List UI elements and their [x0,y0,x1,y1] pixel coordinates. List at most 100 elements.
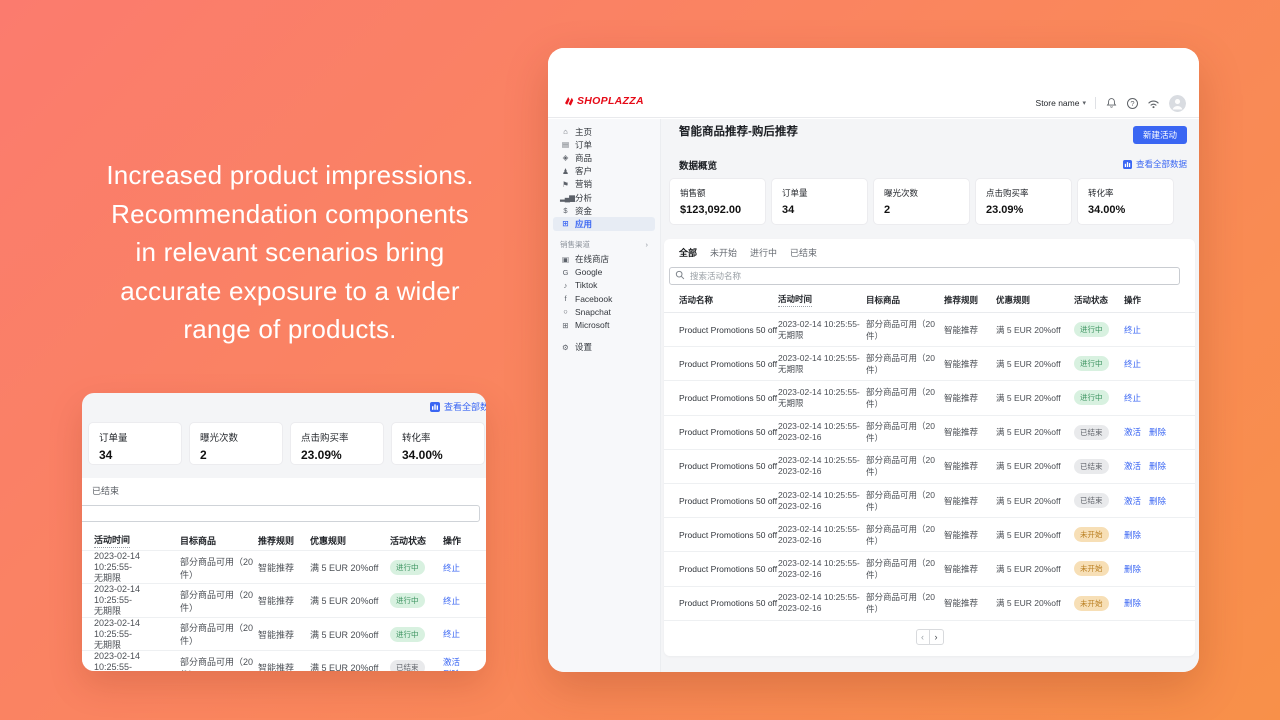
target-products: 部分商品可用（20件） [866,421,935,444]
store-name-dropdown[interactable]: Store name ▾ [1036,98,1086,108]
campaign-time: 2023-02-14 10:25:55- 无期限 [778,353,866,375]
view-all-data-link[interactable]: 查看全部数据 [429,400,486,413]
stat-label: 点击购买率 [301,433,349,444]
status-cell: 进行中 [390,593,443,609]
action-link[interactable]: 删除 [1124,598,1142,609]
sidebar-item-settings[interactable]: ⚙ 设置 [553,341,655,354]
recommend-rule: 智能推荐 [258,663,295,671]
campaign-time: 2023-02-14 10:25:55-2023-02-16 [778,592,866,614]
time-start: 2023-02-14 10:25:55- [778,489,860,500]
spacer [548,332,660,341]
status-cell: 未开始 [1074,527,1124,543]
stat-label: 订单量 [99,433,128,444]
tab-ended[interactable]: 已结束 [92,486,120,496]
search-input[interactable] [669,267,1180,285]
help-icon[interactable]: ? [1127,97,1138,109]
sidebar-item-online-store[interactable]: ▣ 在线商店 [553,253,655,266]
action-link[interactable]: 激活 [1124,495,1142,506]
sidebar-item-label: Facebook [575,293,613,304]
prev-page-button[interactable]: ‹ [915,629,930,645]
preview-card: 查看全部数据 订单量 34 曝光次数 2 点击购买率 23.09% 转化率 34.00% 已结… [82,393,486,671]
action-link[interactable]: 删除 [1149,495,1167,506]
table-row: 2023-02-14 10:25:55- 无期限 部分商品可用（20件） 智能推荐满 … [82,550,486,583]
actions-cell: 删除 [1124,597,1195,609]
action-link[interactable]: 激活 [1124,461,1142,472]
tab-未开始[interactable]: 未开始 [710,248,738,258]
status-filter-tabs: 全部 未开始 进行中 已结束 [679,246,817,259]
action-link[interactable]: 删除 [1149,427,1167,438]
column-header-label: 活动时间 [94,533,131,548]
column-header-label: 操作 [443,535,462,546]
settings-icon: ⚙ [562,342,569,352]
table-row: Product Promotions 50 off 2023-02-14 10:2… [664,416,1195,450]
orders-icon: ▤ [561,140,569,150]
column-header-label: 活动名称 [679,294,714,305]
action-link[interactable]: 终止 [443,595,461,606]
search-input[interactable] [82,505,480,522]
target-products: 部分商品可用（20件） [180,623,254,647]
action-link[interactable]: 删除 [1149,461,1167,472]
time-end: 2023-02-16 [778,534,822,545]
action-link[interactable]: 终止 [1124,392,1142,403]
actions-cell: 终止 [443,628,486,640]
column-header: 活动时间 [778,293,866,307]
sidebar-item-apps[interactable]: ⊞ 应用 [553,217,655,231]
stat-label: 销售额 [680,188,706,198]
sidebar-item-label: 订单 [575,139,593,150]
action-link[interactable]: 删除 [1124,563,1142,574]
actions-cell: 终止 [443,595,486,607]
sidebar-item-snapchat[interactable]: ○ Snapchat [553,305,655,318]
campaign-time: 2023-02-14 10:25:55-2023-02-16 [778,558,866,580]
tab-进行中[interactable]: 进行中 [750,248,778,258]
action-link[interactable]: 终止 [1124,358,1142,369]
discount-rule: 满 5 EUR 20%off [310,629,379,640]
chevron-right-icon[interactable]: › [645,239,649,249]
campaign-name: Product Promotions 50 off [679,427,778,438]
sidebar-item-tiktok[interactable]: ♪ Tiktok [553,279,655,292]
sidebar-item-marketing[interactable]: ⚑ 营销 [553,178,655,191]
stat-label: 曝光次数 [884,188,919,198]
action-link[interactable]: 激活 [1124,427,1142,438]
sidebar-item-microsoft[interactable]: ⊞ Microsoft [553,318,655,331]
time-start: 2023-02-14 10:25:55- [778,352,860,363]
tab-已结束[interactable]: 已结束 [790,248,818,258]
sidebar-item-finance[interactable]: $ 资金 [553,204,655,217]
recommend-rule: 智能推荐 [944,461,979,472]
time-start: 2023-02-14 10:25:55- [778,455,860,466]
new-campaign-button[interactable]: 新建活动 [1132,126,1187,144]
table-row: 2023-02-14 10:25:55-2023-02-16部分商品可用（20件… [82,650,486,671]
wifi-icon[interactable] [1147,98,1160,109]
sidebar-item-facebook[interactable]: f Facebook [553,292,655,305]
action-link[interactable]: 删除 [443,669,460,671]
action-link[interactable]: 终止 [1124,324,1142,335]
actions-cell: 终止 [443,562,486,574]
sidebar-item-google[interactable]: G Google [553,266,655,279]
tab-全部[interactable]: 全部 [679,248,698,258]
discount-rule: 满 5 EUR 20%off [310,663,379,671]
shoplazza-logo-icon [565,96,574,106]
sidebar-item-customers[interactable]: ♟ 客户 [553,165,655,178]
recommend-rule: 智能推荐 [258,563,295,573]
notifications-bell-icon[interactable] [1105,96,1118,110]
view-all-data-link[interactable]: 查看全部数据 [1122,158,1187,170]
action-link[interactable]: 终止 [443,562,461,573]
sidebar-item-orders[interactable]: ▤ 订单 [553,138,655,151]
sidebar-item-analytics[interactable]: ▂▄▆ 分析 [553,191,655,204]
time-end: 2023-02-16 [778,568,822,579]
column-header: 活动时间 [94,533,180,548]
action-link[interactable]: 激活 [443,656,461,667]
actions-cell: 终止 [1124,358,1195,370]
pagination: ‹ › [664,629,1195,645]
stat-value: 34 [782,204,795,216]
user-avatar[interactable] [1169,94,1186,112]
sidebar-item-products[interactable]: ◈ 商品 [553,151,655,164]
stats-row: 销售额 $123,092.00 订单量 34 曝光次数 2 点击购买率 23.09% 转化率 34… [669,178,1174,225]
next-page-button[interactable]: › [929,629,944,645]
action-link[interactable]: 删除 [1124,529,1142,540]
action-link[interactable]: 终止 [443,629,461,640]
chevron-down-icon: ▾ [1082,100,1086,107]
sidebar-item-home[interactable]: ⌂ 主页 [553,125,655,138]
online-store-icon: ▣ [561,254,569,264]
table-row: Product Promotions 50 off 2023-02-14 10:2… [664,313,1195,348]
